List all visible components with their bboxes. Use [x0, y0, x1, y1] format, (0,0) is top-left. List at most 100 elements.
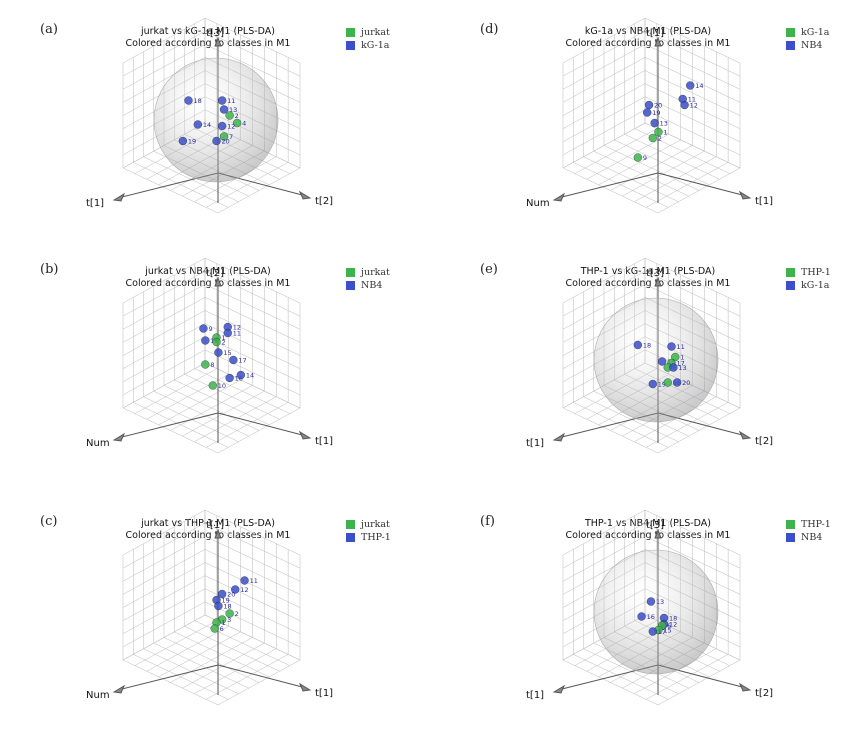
chart-title: THP-1 vs NB4.M1 (PLS-DA): [584, 518, 712, 529]
data-point: [225, 111, 234, 120]
data-point: [648, 627, 657, 636]
axis-label-left: Num: [86, 690, 110, 701]
legend-item: NB4: [786, 531, 831, 544]
legend: kG-1a NB4: [786, 26, 829, 52]
chart-subtitle: Colored according to classes in M1: [565, 530, 731, 541]
point-label: 15: [663, 627, 671, 635]
data-point: [669, 363, 678, 372]
point-label: 1: [222, 334, 226, 342]
points: 91211118215178161410: [199, 322, 254, 390]
chart-panel-d: (d) kG-1a vs NB4.M1 (PLS-DA) Colored accor…: [468, 8, 859, 243]
legend-swatch: [786, 281, 795, 290]
point-label: 13: [229, 106, 237, 114]
legend-label: THP-1: [361, 532, 391, 543]
data-point: [219, 105, 229, 114]
data-point: [214, 601, 223, 611]
legend-label: THP-1: [801, 267, 831, 278]
data-point: [633, 340, 642, 350]
legend: jurkat THP-1: [346, 518, 391, 544]
point-label: 19: [222, 597, 230, 605]
data-point: [654, 127, 663, 137]
chart-panel-e: (e) THP-1 vs kG-1a.M1 (PLS-DA) Colored acc…: [468, 248, 859, 483]
confidence-ellipsoid: [153, 57, 279, 183]
plot-3d: t[3]t[1]t[2]181111517613191620: [526, 257, 773, 454]
legend-item: NB4: [346, 279, 390, 292]
chart-subtitle: Colored according to classes in M1: [565, 278, 731, 289]
data-point: [671, 352, 680, 362]
point-label: 18: [643, 342, 651, 350]
axis-label-vertical: t[3]: [646, 520, 664, 531]
points: 181111517613191620: [633, 340, 690, 389]
point-label: 1: [680, 354, 684, 362]
legend-item: jurkat: [346, 518, 391, 531]
axis-label-left: Num: [86, 438, 110, 449]
point-label: 7: [229, 133, 233, 141]
point-label: 18: [223, 603, 231, 611]
panel-label: (b): [40, 262, 59, 277]
point-label: 13: [660, 120, 668, 128]
data-point: [231, 585, 240, 594]
data-point: [219, 132, 229, 141]
axis-label-right: t[2]: [315, 196, 333, 207]
legend-swatch: [786, 520, 795, 529]
point-label: 6: [220, 625, 224, 633]
data-point: [217, 96, 227, 105]
legend-item: THP-1: [786, 518, 831, 531]
data-point: [648, 133, 657, 143]
legend: THP-1 NB4: [786, 518, 831, 544]
point-label: 18: [669, 615, 677, 623]
legend: THP-1 kG-1a: [786, 266, 831, 292]
chart-title: THP-1 vs kG-1a.M1 (PLS-DA): [580, 266, 716, 277]
point-label: 9: [208, 325, 212, 333]
point-label: 19: [188, 138, 196, 146]
data-point: [657, 357, 667, 366]
data-point: [643, 108, 652, 117]
point-label: 20: [227, 591, 235, 599]
axis-label-right: t[1]: [755, 196, 773, 207]
data-point: [201, 336, 210, 345]
data-point: [208, 381, 217, 390]
chart-title-block: THP-1 vs NB4.M1 (PLS-DA) Colored accordin…: [528, 518, 768, 542]
data-point: [212, 136, 221, 146]
data-point: [223, 328, 232, 338]
panel-label: (a): [40, 22, 58, 37]
point-label: 8: [210, 361, 214, 369]
axis-label-right: t[2]: [755, 688, 773, 699]
point-label: 17: [238, 357, 246, 365]
legend-swatch: [786, 268, 795, 277]
point-label: 20: [682, 379, 690, 387]
data-point: [199, 324, 208, 333]
chart-title-block: jurkat vs kG-1a.M1 (PLS-DA) Colored accor…: [88, 26, 328, 50]
axis-label-vertical: t[3]: [206, 28, 224, 39]
point-label: 10: [218, 382, 226, 390]
point-label: 1: [222, 619, 226, 627]
data-point: [680, 100, 689, 110]
legend-item: NB4: [786, 39, 829, 52]
data-point: [232, 118, 242, 128]
point-label: 18: [193, 97, 201, 105]
point-label: 2: [222, 339, 226, 347]
point-label: 14: [203, 121, 211, 129]
panel-label: (f): [480, 514, 495, 529]
axis-label-vertical: t[2]: [206, 268, 224, 279]
point-label: 9: [643, 154, 647, 162]
point-label: 12: [233, 324, 241, 332]
grid: [562, 17, 741, 214]
grid: [122, 509, 301, 706]
legend-item: THP-1: [786, 266, 831, 279]
data-point: [236, 370, 246, 380]
chart-panel-b: (b) jurkat vs NB4.M1 (PLS-DA) Colored acco…: [28, 248, 428, 483]
axis-label-right: t[2]: [755, 436, 773, 447]
legend-swatch: [786, 28, 795, 37]
axis-label-left: t[1]: [526, 690, 544, 701]
chart-title: jurkat vs kG-1a.M1 (PLS-DA): [140, 26, 276, 37]
chart-title-block: jurkat vs NB4.M1 (PLS-DA) Colored accordi…: [88, 266, 328, 290]
legend-item: jurkat: [346, 266, 390, 279]
chart-panel-c: (c) jurkat vs THP-1.M1 (PLS-DA) Colored ac…: [28, 500, 428, 735]
legend-item: kG-1a: [346, 39, 390, 52]
axis-label-vertical: t[1]: [206, 520, 224, 531]
panel-label: (d): [480, 22, 499, 37]
